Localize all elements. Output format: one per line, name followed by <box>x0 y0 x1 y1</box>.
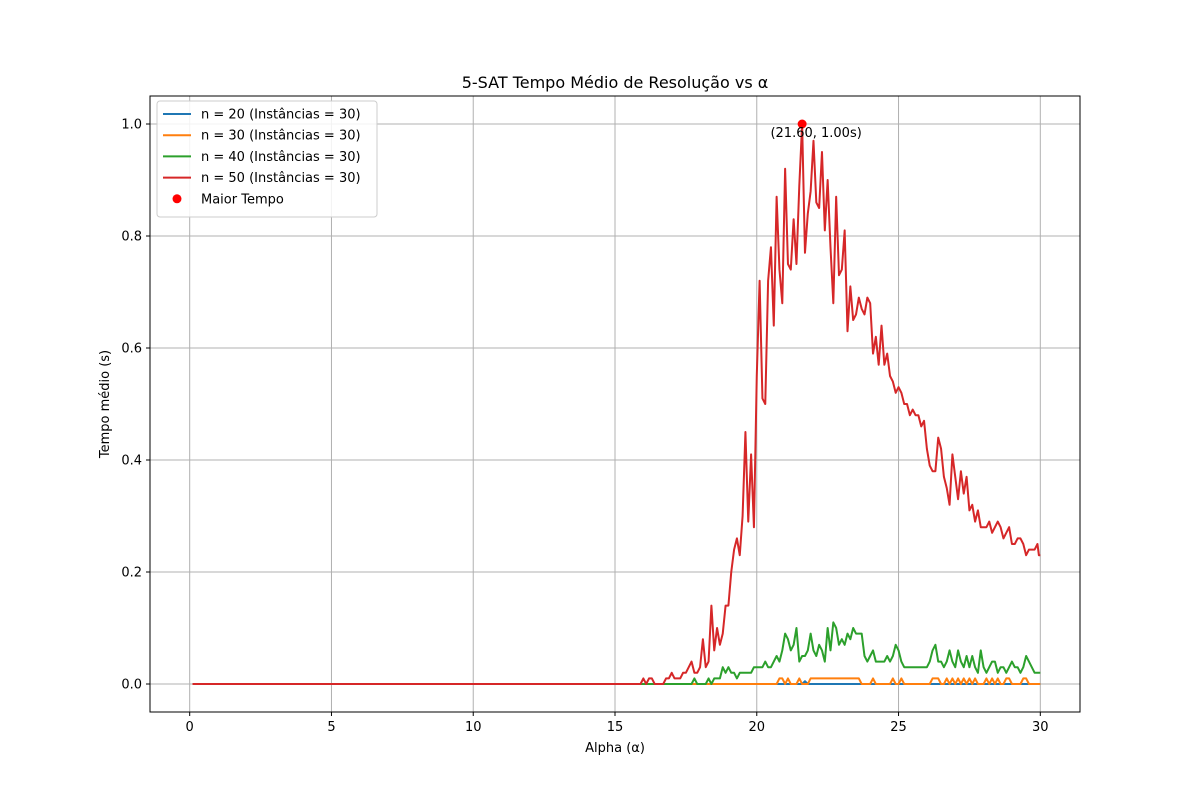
legend-label-3: n = 50 (Instâncias = 30) <box>201 171 361 186</box>
legend-label-2: n = 40 (Instâncias = 30) <box>201 150 361 165</box>
max-time-point <box>797 119 807 129</box>
x-tick-label: 5 <box>327 720 335 735</box>
x-tick-label: 25 <box>890 720 907 735</box>
y-tick-label: 0.2 <box>121 566 142 581</box>
series-layer <box>192 123 1041 685</box>
max-time-annotation: (21.60, 1.00s) <box>770 126 861 141</box>
x-tick-label: 30 <box>1032 720 1049 735</box>
y-axis-label: Tempo médio (s) <box>98 350 113 459</box>
y-axis: 0.0 0.2 0.4 0.6 0.8 1.0 <box>121 118 150 693</box>
y-tick-label: 0.4 <box>121 454 142 469</box>
legend-swatch-max <box>172 194 182 204</box>
y-tick-label: 1.0 <box>121 118 142 133</box>
y-tick-label: 0.8 <box>121 230 142 245</box>
x-axis: 0 5 10 15 20 25 30 <box>186 712 1049 735</box>
x-axis-label: Alpha (α) <box>585 741 645 756</box>
y-tick-label: 0.6 <box>121 342 142 357</box>
highlight-layer: (21.60, 1.00s) <box>770 119 862 141</box>
x-tick-label: 0 <box>186 720 194 735</box>
chart-title: 5-SAT Tempo Médio de Resolução vs α <box>462 73 769 92</box>
legend-label-1: n = 30 (Instâncias = 30) <box>201 129 361 144</box>
x-tick-label: 20 <box>748 720 765 735</box>
legend: n = 20 (Instâncias = 30) n = 30 (Instânci… <box>156 100 378 218</box>
x-tick-label: 15 <box>607 720 624 735</box>
y-tick-label: 0.0 <box>121 678 142 693</box>
series-line-3 <box>192 123 1041 685</box>
legend-label-max: Maior Tempo <box>201 192 284 207</box>
x-tick-label: 10 <box>465 720 482 735</box>
series-line-2 <box>192 621 1041 685</box>
legend-label-0: n = 20 (Instâncias = 30) <box>201 108 361 123</box>
legend-box <box>156 100 378 218</box>
series-line-1 <box>192 677 1041 685</box>
